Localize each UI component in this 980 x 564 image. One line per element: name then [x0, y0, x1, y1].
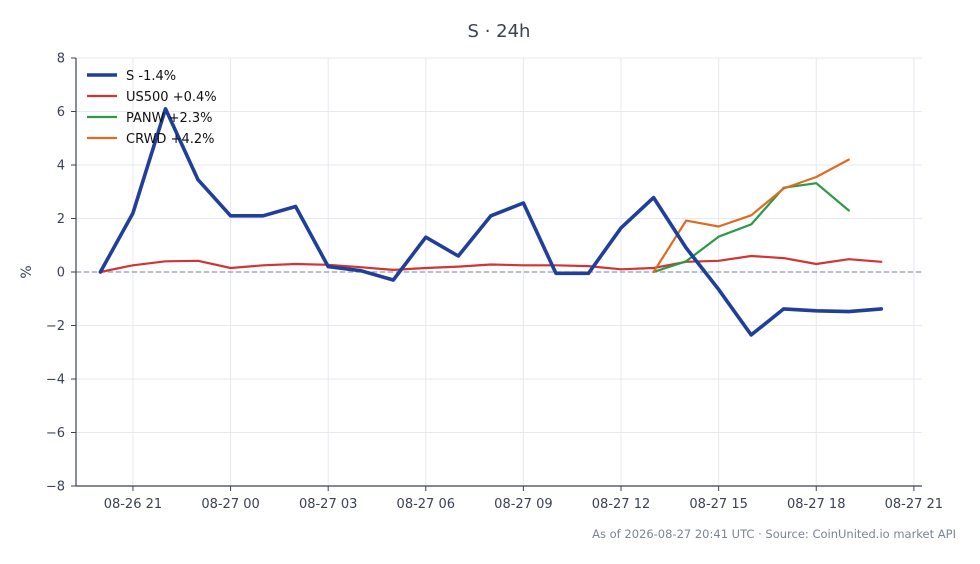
series-line-panw [652, 182, 850, 274]
x-tick-label: 08-27 06 [397, 497, 455, 512]
x-tick-label: 08-27 21 [885, 497, 943, 512]
y-tick-label: 8 [57, 52, 65, 67]
y-tick-label: −8 [46, 480, 65, 495]
y-tick-label: −4 [46, 373, 65, 388]
grid [76, 57, 922, 487]
x-tick-label: 08-27 18 [787, 497, 845, 512]
y-axis-label: % [19, 265, 35, 278]
legend-label: PANW +2.3% [126, 111, 213, 126]
y-tick-label: −2 [46, 319, 65, 334]
y-tick-label: 0 [57, 266, 65, 281]
legend: S -1.4% US500 +0.4% PANW +2.3% CRWD +4.2% [87, 69, 217, 147]
x-tick-label: 08-26 21 [104, 497, 162, 512]
series-line-crwd [652, 158, 850, 274]
tick-labels: −8 −6 −4 −2 0 2 4 6 8 08-26 21 08-27 00 08-27 03 08-… [46, 52, 943, 513]
x-tick-label: 08-27 15 [689, 497, 747, 512]
legend-label: S -1.4% [126, 69, 176, 84]
axes [71, 57, 922, 491]
y-tick-label: −6 [46, 426, 65, 441]
x-tick-label: 08-27 12 [592, 497, 650, 512]
series-lines [98, 107, 884, 337]
x-tick-label: 08-27 03 [299, 497, 357, 512]
x-tick-label: 08-27 00 [201, 497, 259, 512]
source-footer: As of 2026-08-27 20:41 UTC · Source: Coi… [592, 527, 956, 541]
y-tick-label: 4 [57, 159, 65, 174]
legend-label: CRWD +4.2% [126, 132, 215, 147]
x-tick-label: 08-27 09 [494, 497, 552, 512]
y-tick-label: 6 [57, 105, 65, 120]
series-line-s [98, 107, 884, 337]
legend-label: US500 +0.4% [126, 90, 217, 105]
chart-title: S · 24h [468, 21, 531, 42]
series-line-us500 [99, 254, 883, 274]
y-tick-label: 2 [57, 212, 65, 227]
